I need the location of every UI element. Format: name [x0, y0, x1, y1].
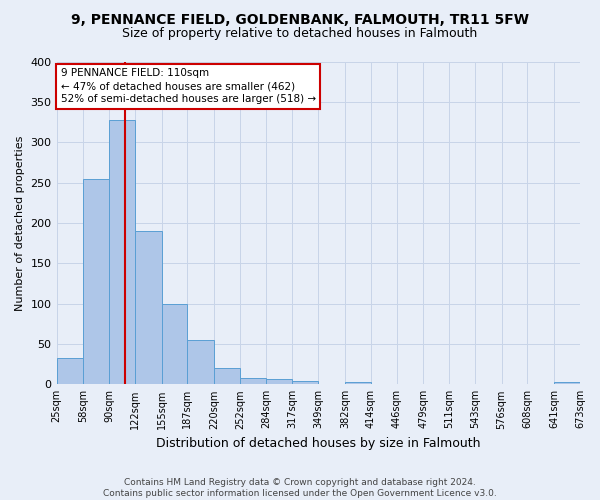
Bar [56, 358, 83, 384]
Bar [187, 340, 214, 384]
Bar [161, 304, 187, 384]
Bar [109, 120, 135, 384]
Bar [214, 368, 240, 384]
Bar [554, 382, 580, 384]
X-axis label: Distribution of detached houses by size in Falmouth: Distribution of detached houses by size … [156, 437, 481, 450]
Bar [135, 231, 161, 384]
Y-axis label: Number of detached properties: Number of detached properties [15, 135, 25, 310]
Text: Size of property relative to detached houses in Falmouth: Size of property relative to detached ho… [122, 28, 478, 40]
Text: 9 PENNANCE FIELD: 110sqm
← 47% of detached houses are smaller (462)
52% of semi-: 9 PENNANCE FIELD: 110sqm ← 47% of detach… [61, 68, 316, 104]
Text: Contains HM Land Registry data © Crown copyright and database right 2024.
Contai: Contains HM Land Registry data © Crown c… [103, 478, 497, 498]
Bar [266, 380, 292, 384]
Bar [292, 381, 318, 384]
Bar [83, 178, 109, 384]
Text: 9, PENNANCE FIELD, GOLDENBANK, FALMOUTH, TR11 5FW: 9, PENNANCE FIELD, GOLDENBANK, FALMOUTH,… [71, 12, 529, 26]
Bar [240, 378, 266, 384]
Bar [345, 382, 371, 384]
